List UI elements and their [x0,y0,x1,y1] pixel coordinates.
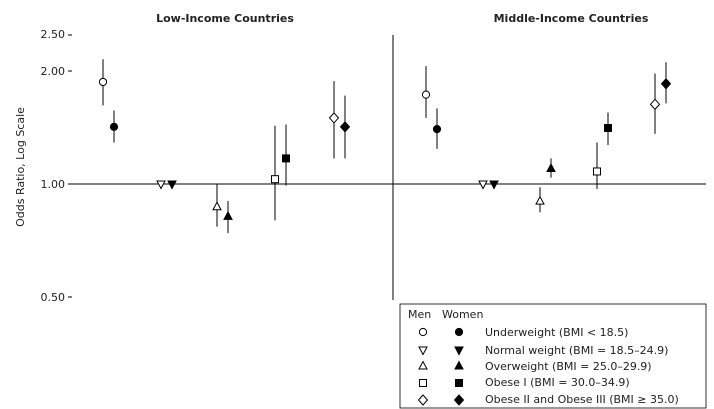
data-marks [98,59,672,234]
legend-marker-women-underweight [454,327,464,337]
point-middle-income-men-obese-ii-and-obese-iii [649,98,661,111]
point-middle-income-women-underweight [432,125,442,134]
point-low-income-women-overweight [223,210,233,220]
legend-header-men: Men [408,308,431,321]
legend-marker-women-overweight [454,360,464,370]
point-low-income-men-normal-weight [156,180,166,190]
legend-marker-men-overweight [418,360,428,370]
legend-label-normal-weight: Normal weight (BMI = 18.5–24.9) [485,344,668,357]
legend-label-overweight: Overweight (BMI = 25.0–29.9) [485,360,652,373]
point-middle-income-men-normal-weight [478,180,488,190]
legend-marker-women-obese-ii-and-obese-iii [453,394,465,406]
legend-markers [417,327,465,406]
point-middle-income-women-normal-weight [489,180,499,190]
y-tick-label-1.00: 1.00 [41,178,66,191]
point-low-income-men-overweight [212,201,222,211]
point-middle-income-women-overweight [546,162,556,172]
legend-marker-men-underweight [418,327,428,337]
point-low-income-men-underweight [98,77,108,87]
point-low-income-women-underweight [109,122,119,131]
y-tick-label-2.00: 2.00 [41,65,66,78]
panel-title-low-income: Low-Income Countries [156,12,294,25]
legend-label-underweight: Underweight (BMI < 18.5) [485,326,628,339]
legend-label-obese-ii-iii: Obese II and Obese III (BMI ≥ 35.0) [485,393,679,406]
legend-marker-men-normal-weight [418,346,428,356]
legend-marker-women-normal-weight [454,346,464,356]
point-low-income-men-obese-i [271,175,279,184]
y-tick-label-0.50: 0.50 [41,291,66,304]
point-middle-income-men-underweight [421,90,431,99]
point-middle-income-women-obese-ii-and-obese-iii [660,77,672,90]
point-low-income-women-obese-ii-and-obese-iii [339,121,351,133]
legend: Men Women Underweight (BMI < 18.5) Norma… [399,303,707,409]
legend-marker-men-obese-i [419,379,427,387]
point-middle-income-men-overweight [535,195,545,205]
legend-header-women: Women [442,308,483,321]
point-low-income-men-obese-ii-and-obese-iii [328,112,340,124]
y-tick-label-2.50: 2.50 [41,28,66,41]
point-middle-income-women-obese-i [604,123,612,132]
point-middle-income-men-obese-i [593,167,601,176]
panel-title-middle-income: Middle-Income Countries [494,12,649,25]
legend-label-obese-i: Obese I (BMI = 30.0–34.9) [485,376,630,389]
legend-box [399,303,707,409]
point-low-income-women-obese-i [282,154,290,163]
point-low-income-women-normal-weight [167,180,177,190]
legend-marker-women-obese-i [455,379,463,387]
legend-marker-men-obese-ii-and-obese-iii [417,394,429,406]
y-axis-label: Odds Ratio, Log Scale [14,107,27,227]
